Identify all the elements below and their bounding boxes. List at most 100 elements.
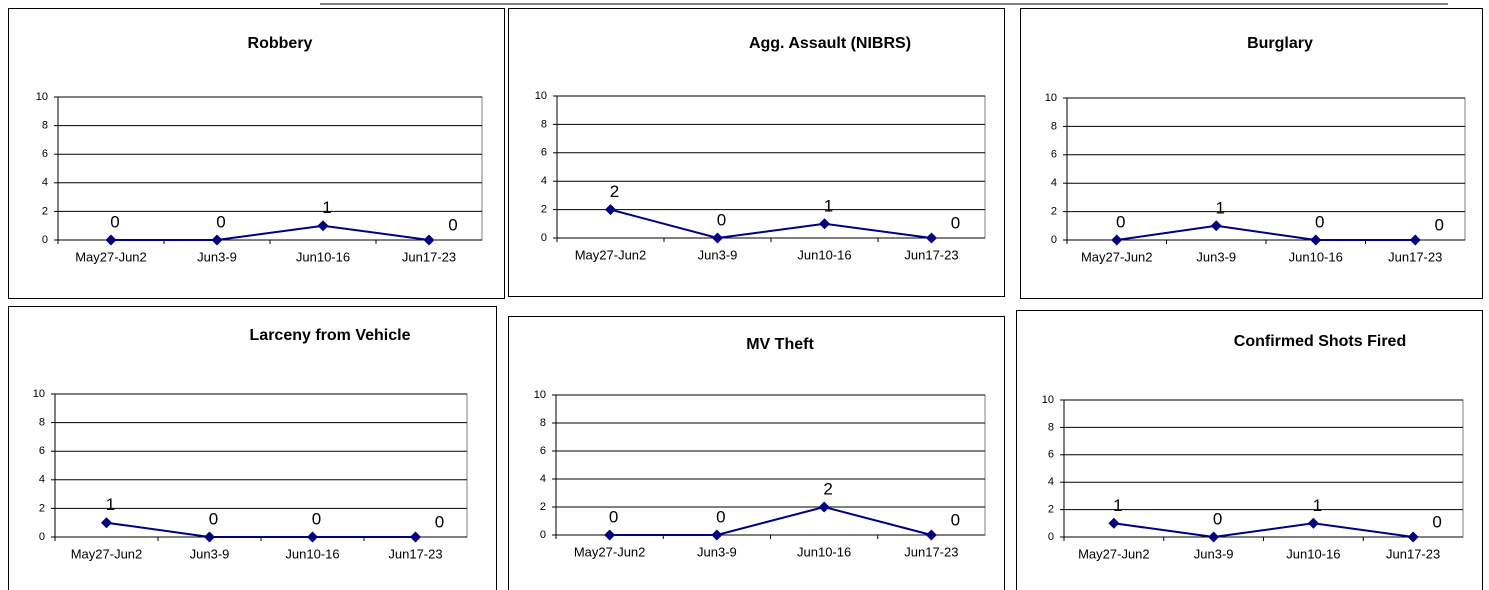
x-tick-label: Jun17-23: [388, 546, 442, 561]
data-label: 0: [1213, 509, 1222, 528]
y-tick-label: 4: [1048, 476, 1054, 488]
x-tick-label: Jun10-16: [296, 249, 350, 264]
y-tick-label: 6: [1051, 149, 1057, 161]
data-point: [1111, 234, 1123, 246]
panel-border: [8, 306, 497, 590]
chart-title: Agg. Assault (NIBRS): [749, 35, 911, 52]
data-point: [1108, 517, 1120, 529]
y-tick-label: 0: [39, 531, 45, 543]
x-tick-label: Jun3-9: [197, 249, 237, 264]
y-tick-label: 2: [1051, 206, 1057, 218]
x-tick-label: May27-Jun2: [574, 544, 646, 559]
y-tick-label: 6: [39, 445, 45, 457]
data-label: 0: [609, 507, 618, 526]
x-tick-label: May27-Jun2: [1078, 546, 1150, 561]
data-label: 0: [1435, 215, 1444, 234]
data-label: 0: [951, 213, 960, 232]
y-tick-label: 0: [42, 234, 48, 246]
data-point: [204, 531, 215, 543]
y-tick-label: 8: [541, 118, 547, 130]
y-tick-label: 2: [42, 205, 48, 217]
y-tick-label: 0: [540, 529, 546, 541]
y-tick-label: 0: [1051, 234, 1057, 246]
x-tick-label: May27-Jun2: [575, 247, 647, 262]
y-tick-label: 10: [534, 389, 546, 401]
data-point: [423, 234, 435, 246]
data-label: 1: [1216, 198, 1225, 217]
y-tick-label: 4: [42, 177, 48, 189]
y-tick-label: 6: [1048, 449, 1054, 461]
data-line: [609, 505, 932, 536]
data-label: 0: [1116, 212, 1125, 231]
y-tick-label: 0: [541, 232, 547, 244]
y-tick-label: 8: [540, 417, 546, 429]
data-label: 0: [209, 509, 218, 528]
x-tick-label: Jun10-16: [1286, 546, 1340, 561]
data-label: 0: [312, 509, 321, 528]
data-label: 0: [448, 215, 457, 234]
data-point: [101, 517, 112, 529]
x-tick-label: Jun17-23: [402, 249, 456, 264]
data-point: [317, 220, 329, 232]
y-tick-label: 4: [39, 474, 45, 486]
data-label: 0: [435, 512, 444, 531]
data-point: [605, 204, 616, 216]
y-tick-label: 0: [1048, 531, 1054, 543]
panel-border: [8, 8, 505, 299]
data-point: [1307, 517, 1319, 529]
data-point: [711, 529, 723, 541]
data-line: [106, 521, 416, 538]
panel-border: [508, 316, 1005, 590]
data-label: 1: [1113, 496, 1122, 515]
data-point: [819, 218, 830, 230]
data-label: 0: [1432, 512, 1441, 531]
y-tick-label: 10: [36, 91, 48, 103]
x-tick-label: May27-Jun2: [71, 546, 143, 561]
y-tick-label: 4: [1051, 177, 1057, 189]
data-point: [211, 234, 223, 246]
data-point: [1310, 234, 1322, 246]
data-label: 0: [717, 210, 726, 229]
x-tick-label: Jun17-23: [904, 247, 958, 262]
y-tick-label: 6: [540, 445, 546, 457]
data-label: 1: [1313, 496, 1322, 515]
data-point: [1208, 531, 1220, 543]
panel-border: [1020, 8, 1483, 299]
data-point: [604, 529, 616, 541]
x-tick-label: Jun3-9: [697, 544, 737, 559]
chart-title: Burglary: [1247, 35, 1313, 52]
x-tick-label: Jun3-9: [1196, 249, 1236, 264]
y-tick-label: 6: [42, 148, 48, 160]
data-point: [105, 234, 117, 246]
data-line: [111, 224, 430, 241]
data-point: [926, 232, 937, 244]
x-tick-label: Jun10-16: [797, 247, 851, 262]
data-point: [410, 531, 421, 543]
data-label: 0: [110, 212, 119, 231]
data-point: [1407, 531, 1419, 543]
data-point: [307, 531, 318, 543]
x-tick-label: Jun3-9: [698, 247, 738, 262]
x-tick-label: Jun10-16: [285, 546, 339, 561]
y-tick-label: 8: [1048, 421, 1054, 433]
y-tick-label: 10: [33, 388, 45, 400]
data-label: 1: [106, 495, 115, 514]
chart-title: Confirmed Shots Fired: [1234, 333, 1406, 350]
x-tick-label: Jun17-23: [1388, 249, 1442, 264]
y-tick-label: 8: [42, 120, 48, 132]
data-point: [712, 232, 723, 244]
y-tick-label: 8: [1051, 120, 1057, 132]
data-point: [1409, 234, 1421, 246]
y-tick-label: 10: [1042, 394, 1054, 406]
x-tick-label: Jun10-16: [1289, 249, 1343, 264]
data-label: 0: [216, 212, 225, 231]
data-line: [1113, 522, 1414, 539]
y-tick-label: 4: [541, 175, 547, 187]
y-tick-label: 2: [1048, 504, 1054, 516]
x-tick-label: Jun10-16: [797, 544, 851, 559]
data-line: [610, 208, 932, 240]
chart-title: Larceny from Vehicle: [250, 327, 411, 344]
